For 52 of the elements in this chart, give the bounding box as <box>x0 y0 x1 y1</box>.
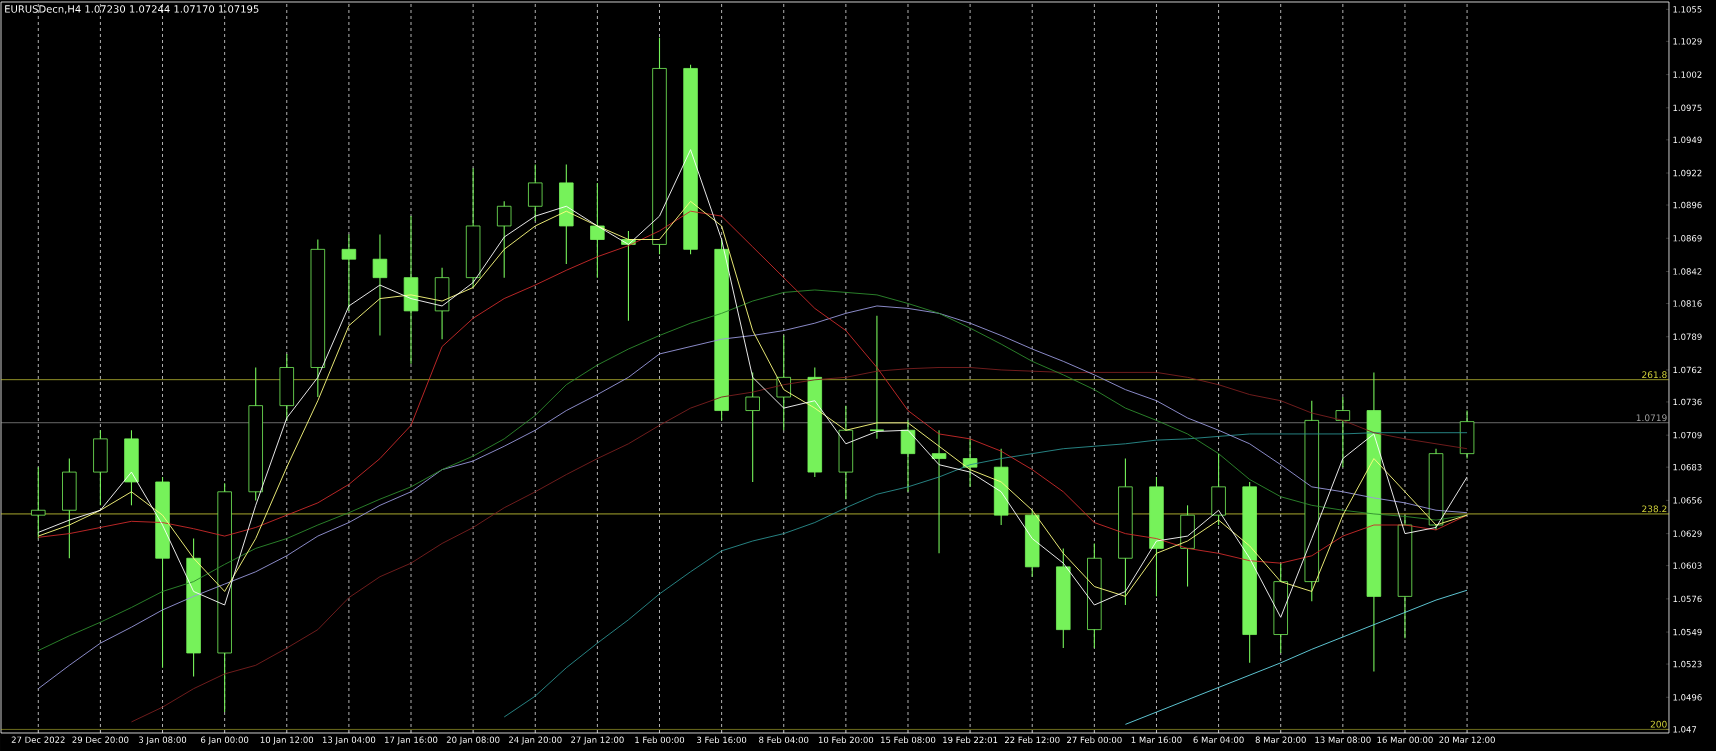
y-tick-label: 1.0975 <box>1673 104 1702 112</box>
y-tick-label: 1.0762 <box>1673 366 1702 374</box>
x-tick-label: 8 Mar 20:00 <box>1255 736 1306 743</box>
x-tick-label: 16 Mar 00:00 <box>1377 736 1433 743</box>
ref-line-label: 1.0719 <box>1636 414 1667 422</box>
annotation: 261.8 <box>1642 371 1667 379</box>
y-tick-label: 1.0549 <box>1673 628 1702 636</box>
y-tick-label: 1.0523 <box>1673 660 1702 668</box>
annotation: 238.2 <box>1642 505 1667 513</box>
x-tick-label: 1 Mar 16:00 <box>1131 736 1182 743</box>
y-tick-label: 1.1002 <box>1673 71 1702 78</box>
x-tick-label: 20 Jan 08:00 <box>446 736 500 745</box>
x-tick-label: 8 Feb 04:00 <box>759 736 809 744</box>
y-tick-label: 1.1055 <box>1673 6 1702 13</box>
y-tick-label: 1.047 <box>1673 726 1697 733</box>
annotation: 200 <box>1650 720 1667 728</box>
x-tick-label: 10 Feb 20:00 <box>818 736 874 744</box>
x-tick-label: 3 Jan 08:00 <box>138 736 187 745</box>
y-tick-label: 1.0922 <box>1673 169 1702 177</box>
y-tick-label: 1.0683 <box>1673 463 1702 471</box>
y-tick-label: 1.0842 <box>1673 268 1702 275</box>
y-tick-label: 1.1029 <box>1673 38 1702 45</box>
y-tick-label: 1.0789 <box>1673 333 1702 340</box>
x-tick-label: 1 Feb 00:00 <box>635 736 685 744</box>
y-tick-label: 1.0816 <box>1673 300 1702 307</box>
y-tick-label: 1.0709 <box>1673 431 1702 439</box>
y-tick-label: 1.0656 <box>1673 497 1702 504</box>
y-tick-label: 1.0576 <box>1673 595 1702 603</box>
y-tick-label: 1.0869 <box>1673 235 1702 242</box>
x-tick-label: 13 Jan 04:00 <box>322 736 376 745</box>
y-tick-label: 1.0949 <box>1673 136 1702 144</box>
x-tick-label: 27 Feb 00:00 <box>1067 736 1122 744</box>
x-tick-label: 17 Jan 16:00 <box>385 736 438 745</box>
x-tick-label: 27 Dec 2022 <box>11 736 65 743</box>
y-tick-label: 1.0496 <box>1673 694 1702 701</box>
x-tick-label: 22 Feb 12:00 <box>1004 736 1060 744</box>
x-tick-label: 3 Feb 16:00 <box>697 736 747 744</box>
y-tick-label: 1.0896 <box>1673 201 1702 209</box>
y-tick-label: 1.0603 <box>1673 562 1702 569</box>
x-tick-label: 6 Mar 04:00 <box>1193 736 1244 743</box>
x-tick-label: 20 Mar 12:00 <box>1439 736 1495 743</box>
y-tick-label: 1.0629 <box>1673 530 1702 537</box>
x-tick-label: 19 Feb 22:01 <box>943 736 998 744</box>
x-tick-label: 29 Dec 20:00 <box>72 736 129 743</box>
x-tick-label: 24 Jan 20:00 <box>508 736 562 745</box>
x-tick-label: 15 Feb 08:00 <box>881 736 936 744</box>
chart-title: EURUSDecn,H4 1.07230 1.07244 1.07170 1.07195 <box>5 5 259 14</box>
x-tick-label: 13 Mar 08:00 <box>1315 736 1371 743</box>
x-tick-label: 6 Jan 00:00 <box>201 736 249 745</box>
y-tick-label: 1.0736 <box>1673 398 1702 406</box>
x-tick-label: 27 Jan 12:00 <box>571 736 624 745</box>
x-tick-label: 10 Jan 12:00 <box>260 736 314 745</box>
